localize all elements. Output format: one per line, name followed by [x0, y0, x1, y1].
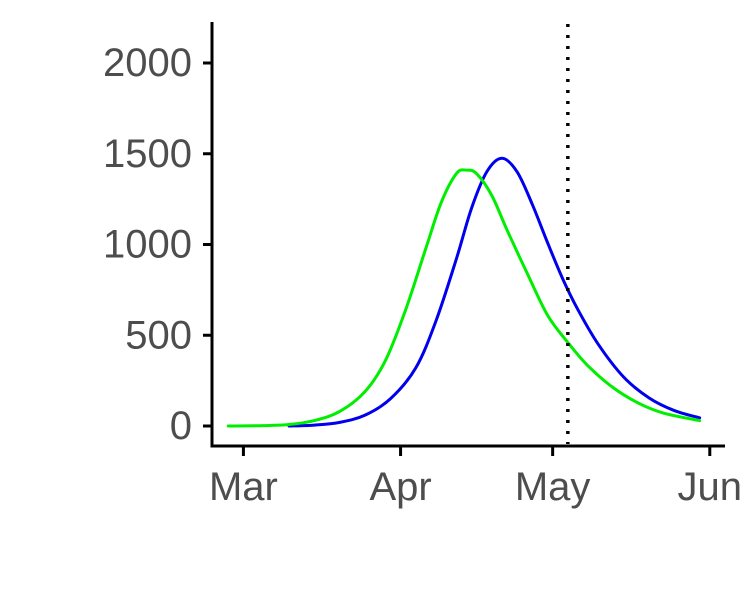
y-tick-label: 0 [170, 404, 192, 448]
y-tick-label: 1500 [103, 132, 192, 176]
axes: 0 500 1000 1500 2000 Mar Apr May Jun [103, 22, 742, 509]
series-line-2 [226, 168, 702, 428]
x-tick-label: Jun [678, 465, 743, 509]
plot-area [226, 24, 702, 444]
x-tick-label: May [515, 465, 591, 509]
y-tick-label: 2000 [103, 41, 192, 85]
y-axis-ticks: 0 500 1000 1500 2000 [103, 41, 212, 448]
x-tick-label: Mar [209, 465, 278, 509]
series-layer [226, 156, 702, 428]
x-tick-label: Apr [369, 465, 431, 509]
y-tick-label: 500 [125, 313, 192, 357]
series-line-1 [287, 156, 702, 428]
y-tick-label: 1000 [103, 223, 192, 267]
x-axis-ticks: Mar Apr May Jun [209, 446, 742, 509]
